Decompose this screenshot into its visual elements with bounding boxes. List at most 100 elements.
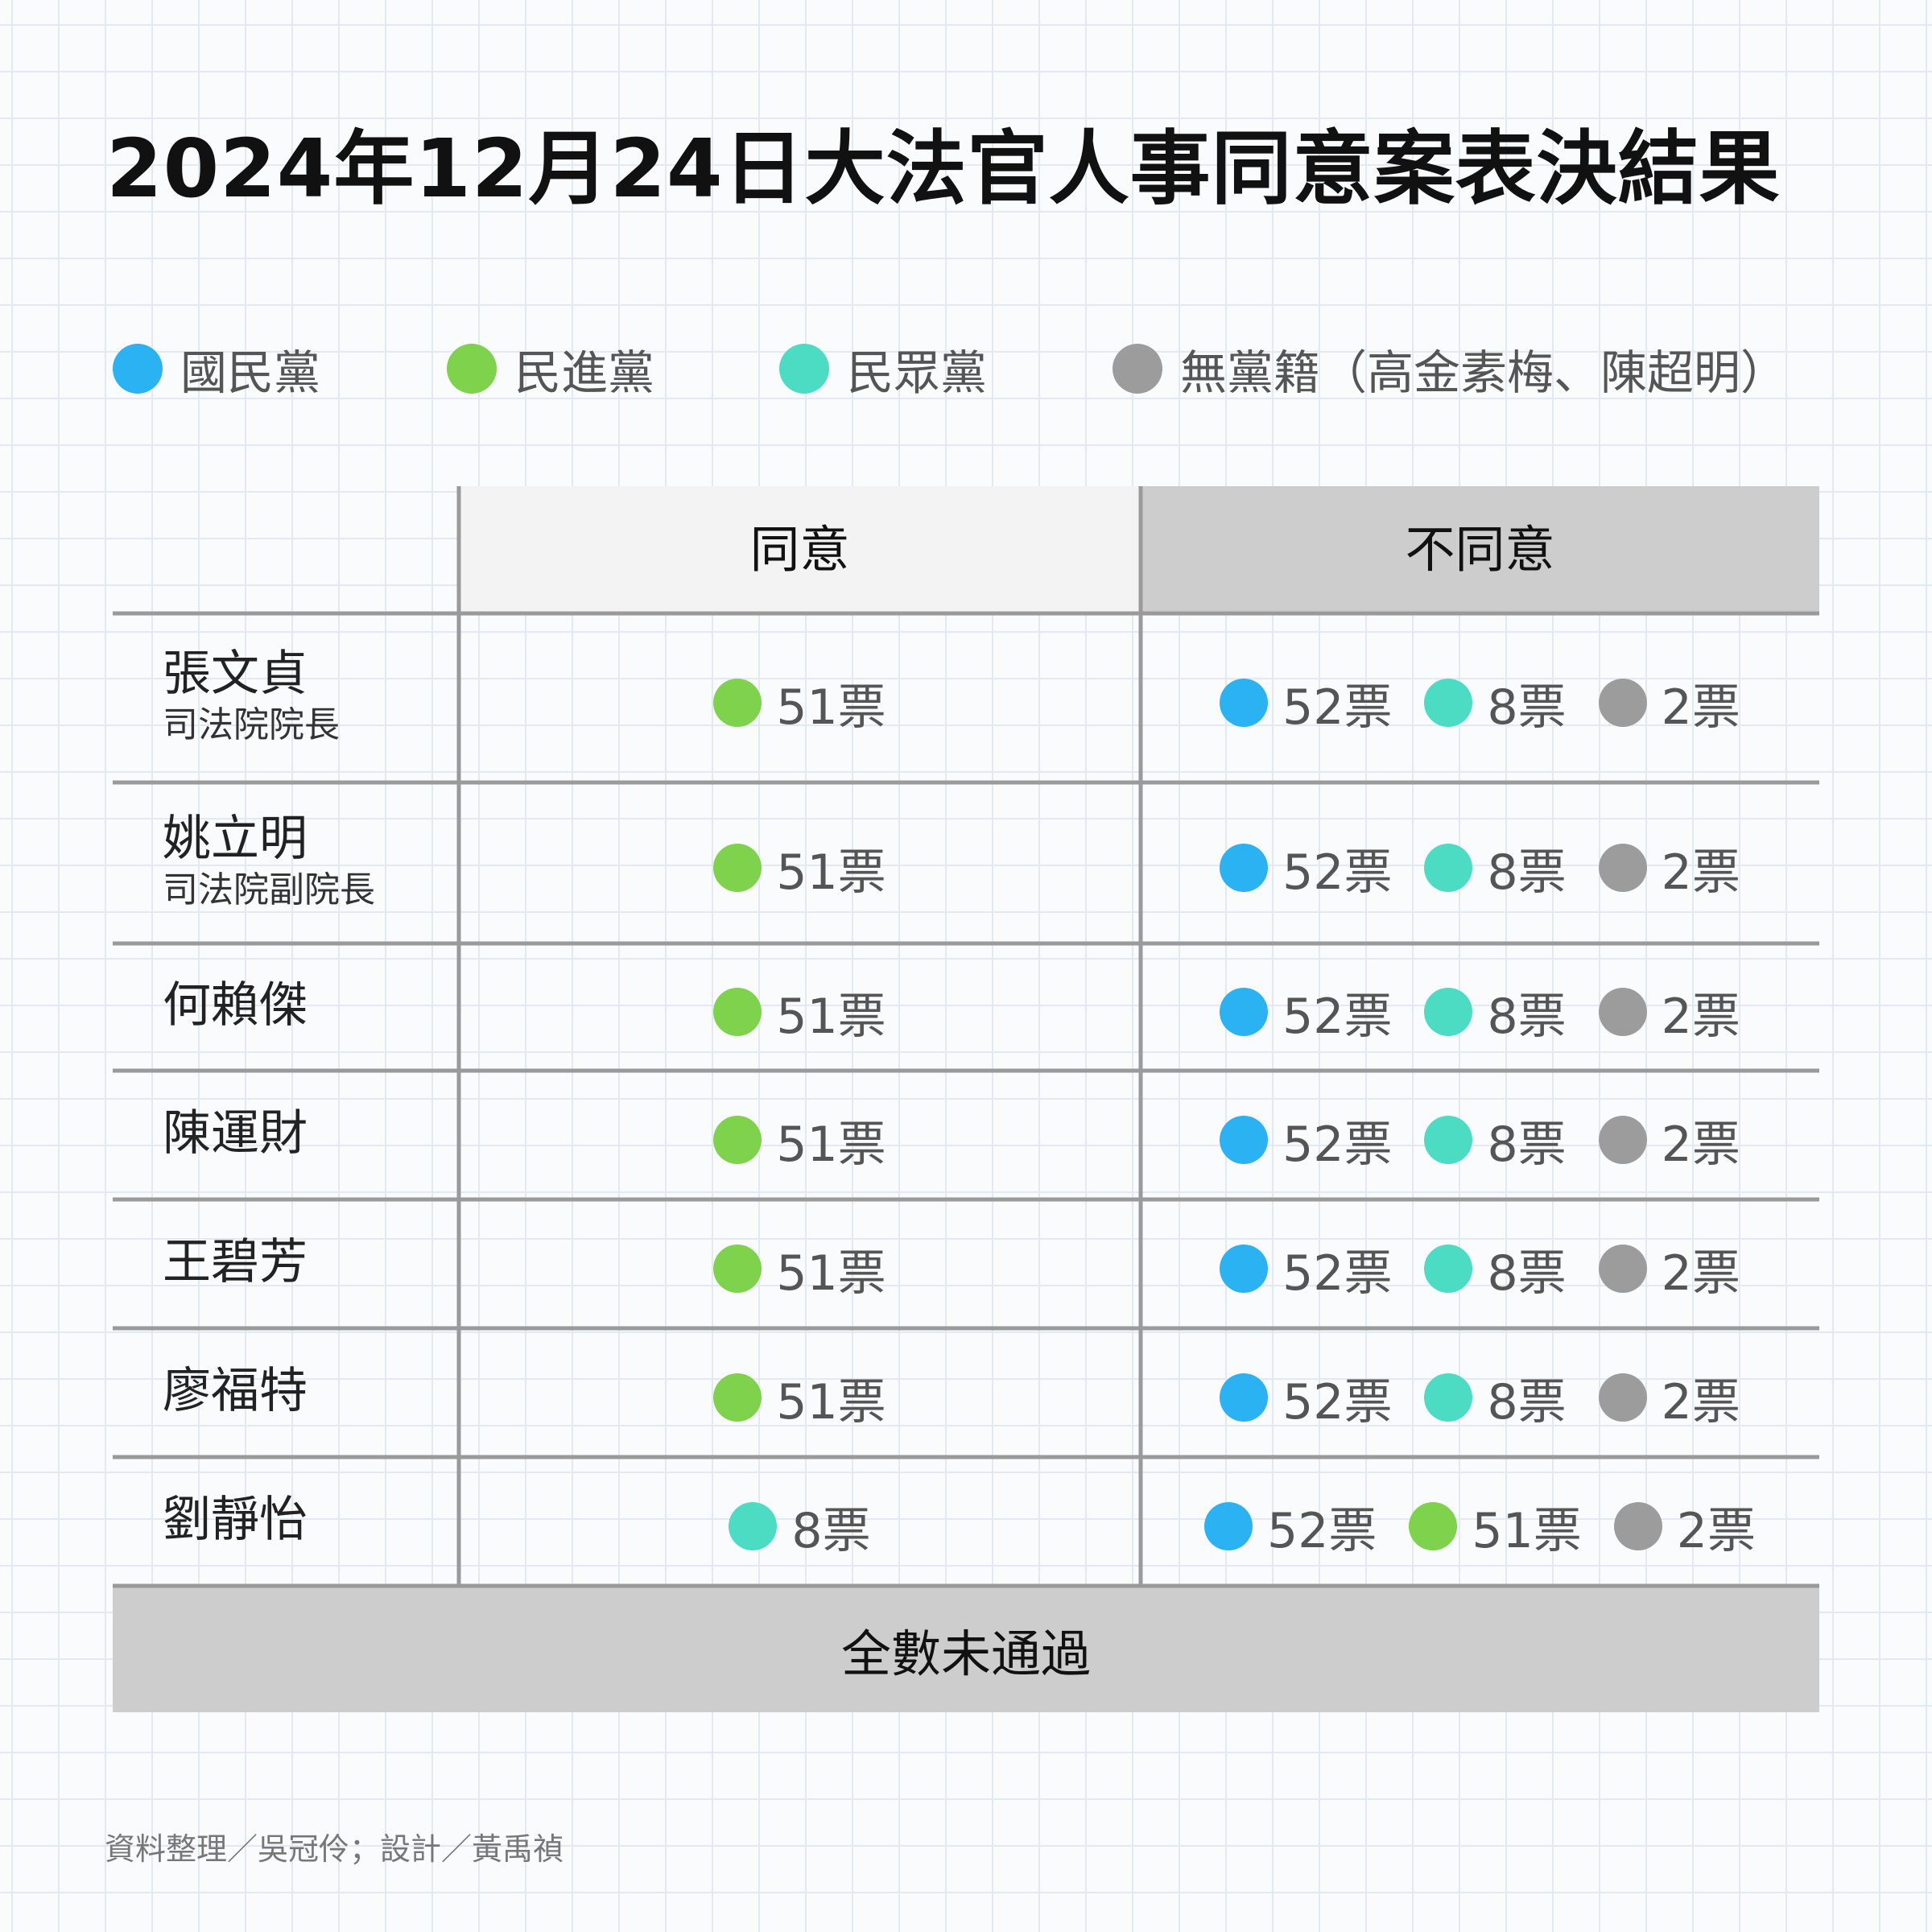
vote-count: 2票 <box>1676 1502 1756 1559</box>
party-dot-kmt <box>1220 1116 1269 1164</box>
vote-entry-dpp: 51票 <box>713 833 886 903</box>
vote-count: 52票 <box>1282 1373 1393 1430</box>
party-dot-kmt <box>1220 1373 1269 1422</box>
vote-entry-kmt: 52票 <box>1220 1234 1392 1304</box>
party-dot-dpp <box>713 1373 762 1422</box>
vote-count: 52票 <box>1282 1116 1393 1173</box>
legend-label-ind: 無黨籍（高金素梅、陳超明） <box>1180 345 1788 400</box>
vote-count: 51票 <box>776 988 886 1045</box>
party-dot-kmt <box>1220 844 1269 892</box>
disagree-votes-cell: 52票 8票 2票 <box>1141 668 1819 738</box>
vote-count: 2票 <box>1661 988 1740 1045</box>
vote-entry-tpp: 8票 <box>1424 1363 1567 1433</box>
vote-entry-tpp: 8票 <box>1424 833 1567 903</box>
vote-entry-ind: 2票 <box>1598 1105 1740 1175</box>
vote-count: 52票 <box>1267 1502 1377 1559</box>
row-label: 王碧芳 <box>163 1233 308 1291</box>
agree-votes-cell: 51票 <box>459 1108 1141 1173</box>
party-dot-ind <box>1598 844 1647 892</box>
vote-entry-ind: 2票 <box>1598 833 1740 903</box>
party-dot-tpp <box>1424 844 1473 892</box>
party-dot-tpp <box>1424 1245 1473 1293</box>
vote-count: 2票 <box>1661 679 1740 736</box>
party-dot-tpp <box>1424 988 1473 1036</box>
vote-count: 52票 <box>1282 1245 1393 1302</box>
party-dot-tpp <box>1424 1116 1473 1164</box>
row-label: 劉靜怡 <box>163 1491 308 1549</box>
party-dot-dpp <box>1409 1502 1458 1550</box>
vote-count: 52票 <box>1282 679 1393 736</box>
legend-dot-dpp <box>447 344 497 394</box>
disagree-votes-cell: 52票 8票 2票 <box>1141 833 1819 903</box>
party-dot-dpp <box>713 1116 762 1164</box>
vote-entry-kmt: 52票 <box>1220 668 1392 738</box>
vote-entry-tpp: 8票 <box>1424 1105 1567 1175</box>
vote-entry-kmt: 52票 <box>1220 833 1392 903</box>
disagree-votes-cell: 52票 51票 2票 <box>1141 1494 1819 1559</box>
disagree-votes-cell: 52票 8票 2票 <box>1141 1105 1819 1175</box>
header-bg-agree <box>459 486 1141 613</box>
credit-line: 資料整理／吳冠伶；設計／黃禹禎 <box>105 1831 564 1867</box>
party-dot-ind <box>1598 1116 1647 1164</box>
nominee-name: 姚立明 <box>163 811 308 867</box>
row-label: 何賴傑 <box>163 976 308 1034</box>
vote-count: 2票 <box>1661 1116 1740 1173</box>
vote-entry-ind: 2票 <box>1613 1492 1756 1562</box>
party-dot-tpp <box>1424 1373 1473 1422</box>
vote-count: 52票 <box>1282 988 1393 1045</box>
vote-entry-ind: 2票 <box>1598 977 1740 1047</box>
agree-votes-cell: 8票 <box>459 1494 1141 1559</box>
vote-entry-ind: 2票 <box>1598 668 1740 738</box>
vote-count: 8票 <box>1487 844 1567 901</box>
nominee-name: 陳運財 <box>163 1105 308 1162</box>
row-label: 張文貞 司法院院長 <box>163 645 340 748</box>
legend-label-kmt: 國民黨 <box>180 345 321 400</box>
party-dot-dpp <box>713 988 762 1036</box>
vote-entry-kmt: 52票 <box>1220 1105 1392 1175</box>
vote-entry-dpp: 51票 <box>713 1234 886 1304</box>
page-title: 2024年12月24日大法官人事同意案表決結果 <box>106 122 1781 216</box>
agree-votes-cell: 51票 <box>459 671 1141 736</box>
disagree-votes-cell: 52票 8票 2票 <box>1141 1365 1819 1430</box>
vote-count: 2票 <box>1661 1373 1740 1430</box>
vote-entry-kmt: 52票 <box>1220 1363 1392 1433</box>
legend-dot-ind <box>1113 344 1162 394</box>
party-dot-dpp <box>713 844 762 892</box>
vote-entry-dpp: 51票 <box>1409 1492 1582 1562</box>
vote-count: 51票 <box>1472 1502 1582 1559</box>
vote-count: 8票 <box>1487 988 1567 1045</box>
vote-count: 51票 <box>776 679 886 736</box>
nominee-name: 廖福特 <box>163 1363 308 1419</box>
summary-label: 全數未通過 <box>840 1624 1091 1683</box>
nominee-name: 張文貞 <box>163 646 308 702</box>
party-dot-kmt <box>1220 679 1269 727</box>
legend-label-dpp: 民進黨 <box>514 345 655 400</box>
agree-votes-cell: 51票 <box>459 1365 1141 1430</box>
party-dot-tpp <box>729 1502 778 1550</box>
vote-count: 8票 <box>791 1502 871 1559</box>
vote-count: 2票 <box>1661 1245 1740 1302</box>
summary-bg <box>113 1586 1819 1712</box>
vote-entry-kmt: 52票 <box>1220 977 1392 1047</box>
disagree-votes-cell: 52票 8票 2票 <box>1141 1234 1819 1304</box>
vote-count: 8票 <box>1487 1116 1567 1173</box>
legend-item-kmt: 國民黨 <box>113 336 320 401</box>
vote-count: 8票 <box>1487 1245 1567 1302</box>
vote-count: 51票 <box>776 1245 886 1302</box>
vote-count: 51票 <box>776 844 886 901</box>
legend-dot-tpp <box>779 344 829 394</box>
legend-dot-kmt <box>113 344 163 394</box>
party-dot-ind <box>1613 1502 1662 1550</box>
legend-item-tpp: 民眾黨 <box>779 336 987 401</box>
vote-entry-tpp: 8票 <box>729 1492 871 1562</box>
party-dot-ind <box>1598 1245 1647 1293</box>
vote-count: 8票 <box>1487 679 1567 736</box>
row-label: 陳運財 <box>163 1104 308 1162</box>
vote-entry-tpp: 8票 <box>1424 1234 1567 1304</box>
vote-entry-dpp: 51票 <box>713 977 886 1047</box>
nominee-role: 司法院副院長 <box>163 869 375 910</box>
vote-count: 51票 <box>776 1116 886 1173</box>
party-dot-dpp <box>713 1245 762 1293</box>
legend-item-ind: 無黨籍（高金素梅、陳超明） <box>1113 336 1787 401</box>
